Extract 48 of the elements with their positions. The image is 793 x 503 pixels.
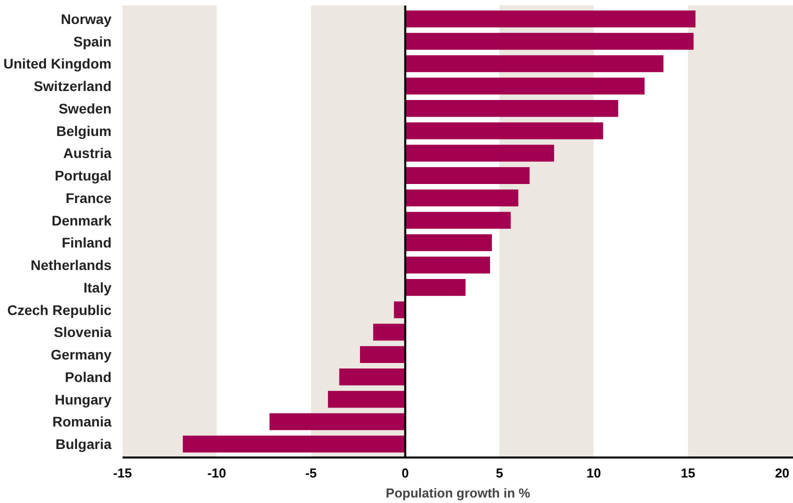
y-tick-label: Poland bbox=[64, 368, 112, 385]
x-tick-label: 20 bbox=[774, 466, 790, 480]
bar bbox=[182, 436, 406, 452]
y-tick-label: Finland bbox=[62, 234, 112, 251]
bar bbox=[405, 55, 664, 72]
bar bbox=[360, 346, 406, 363]
y-tick-label: Germany bbox=[50, 346, 112, 363]
y-tick-label: Switzerland bbox=[34, 78, 112, 94]
y-tick-label: Portugal bbox=[54, 168, 112, 184]
y-tick-label: Sweden bbox=[58, 100, 112, 116]
y-tick-label: Belgium bbox=[56, 122, 112, 139]
x-tick-label: 15 bbox=[680, 466, 696, 480]
y-tick-label: Netherlands bbox=[30, 257, 112, 274]
y-tick-label: Hungary bbox=[54, 391, 112, 408]
bar bbox=[405, 10, 696, 28]
y-tick-label: Spain bbox=[73, 33, 112, 50]
bar bbox=[339, 368, 406, 386]
bar bbox=[405, 256, 490, 274]
x-axis-title: Population growth in % bbox=[386, 486, 531, 500]
y-tick-label: Norway bbox=[60, 10, 112, 27]
y-tick-label: United Kingdom bbox=[3, 56, 112, 72]
x-tick-label: 10 bbox=[586, 466, 601, 480]
bar bbox=[405, 32, 694, 50]
x-tick-label: -5 bbox=[305, 466, 317, 480]
y-tick-label: Slovenia bbox=[54, 324, 112, 340]
bar bbox=[405, 78, 645, 94]
x-tick-label: -15 bbox=[113, 466, 132, 480]
bar bbox=[328, 390, 406, 408]
bar bbox=[405, 100, 618, 117]
bar bbox=[405, 279, 466, 296]
bar bbox=[405, 122, 604, 140]
y-tick-label: Bulgaria bbox=[55, 436, 112, 452]
y-tick-label: Denmark bbox=[52, 212, 112, 228]
bar bbox=[405, 234, 492, 252]
x-tick-label: -10 bbox=[207, 466, 226, 480]
x-tick-label: 0 bbox=[402, 466, 409, 480]
bar bbox=[405, 190, 518, 206]
bar bbox=[270, 413, 406, 430]
bar bbox=[405, 144, 554, 162]
y-tick-label: Romania bbox=[52, 414, 112, 430]
x-tick-label: 5 bbox=[496, 466, 504, 480]
y-tick-label: Italy bbox=[83, 279, 112, 296]
y-tick-label: Czech Republic bbox=[7, 302, 112, 318]
y-tick-label: France bbox=[66, 190, 112, 206]
bar bbox=[373, 324, 406, 341]
y-tick-label: Austria bbox=[63, 145, 112, 162]
bar bbox=[405, 167, 530, 184]
bar bbox=[405, 212, 511, 229]
